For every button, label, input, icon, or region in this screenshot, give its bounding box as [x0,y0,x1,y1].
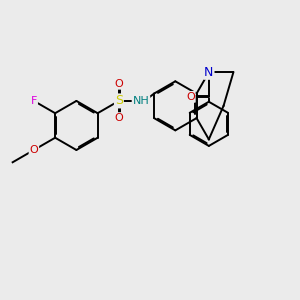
Text: N: N [204,66,214,79]
Text: NH: NH [133,96,149,106]
Text: O: O [115,113,123,123]
Text: F: F [31,96,37,106]
Text: O: O [115,79,123,89]
Text: O: O [186,92,195,102]
Text: S: S [115,94,123,107]
Text: O: O [29,145,38,155]
